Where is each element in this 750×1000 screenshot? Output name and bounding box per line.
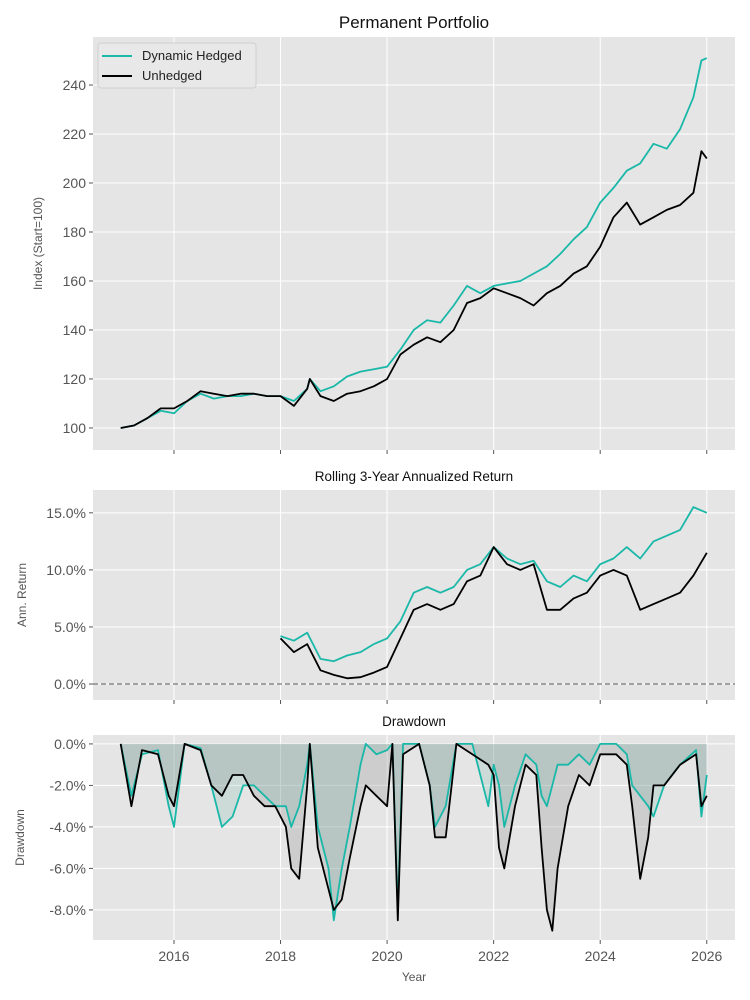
x-tick-label: 2024 [585,948,616,964]
panel-title: Rolling 3-Year Annualized Return [315,469,513,484]
panel-2: 0.0% 5.0% 10.0% 15.0% Rolling 3-Year Annuali… [15,469,735,704]
plot-background [93,490,735,700]
y-tick-label: 0.0% [54,736,86,752]
drawdown-fill-hedged [120,743,707,921]
series-line-unhedged [279,546,708,680]
x-tick-label: 2018 [265,948,296,964]
panel-3: 0.0% -2.0% -4.0% -6.0% -8.0% Drawdown Drawdown… [13,714,735,984]
y-tick-label: 100 [63,420,87,436]
y-tick-label: 5.0% [54,619,86,635]
y-axis-label: Index (Start=100) [31,197,45,290]
x-tick-label: 2020 [372,948,403,964]
panel-title: Drawdown [382,714,446,729]
series-line-dynamic-hedged [119,743,708,922]
y-tick-label: 0.0% [54,676,86,692]
y-tick-label: 180 [63,224,87,240]
panel-title: Permanent Portfolio [339,13,489,32]
legend: Dynamic Hedged Unhedged [97,42,257,89]
x-tick-label: 2016 [158,948,189,964]
y-tick-label: 200 [63,175,87,191]
legend-box [97,42,257,89]
y-tick-label: 140 [63,322,87,338]
panel-1: 100 120 140 160 180 200 220 240 Permanent Portfo… [31,13,735,454]
y-tick-label: -8.0% [49,902,86,918]
y-tick-label: 240 [63,77,87,93]
x-tick-label: 2026 [691,948,722,964]
y-axis-label: Drawdown [13,809,27,866]
legend-label: Unhedged [142,68,202,83]
y-tick-label: 10.0% [46,562,86,578]
y-tick-label: -4.0% [49,819,86,835]
plot-background [93,37,735,450]
y-tick-label: -2.0% [49,777,86,793]
y-tick-label: 220 [63,126,87,142]
x-axis-label: Year [402,970,426,984]
y-tick-label: 15.0% [46,505,86,521]
y-axis-label: Ann. Return [15,563,29,627]
series-line-dynamic-hedged [120,57,708,429]
y-tick-label: 160 [63,273,87,289]
y-tick-label: 120 [63,371,87,387]
series-line-unhedged [120,150,708,429]
legend-label: Dynamic Hedged [142,48,242,63]
series-line-unhedged [119,743,708,932]
drawdown-fill-unhedged [120,743,707,931]
x-tick-label: 2022 [478,948,509,964]
y-tick-label: -6.0% [49,860,86,876]
